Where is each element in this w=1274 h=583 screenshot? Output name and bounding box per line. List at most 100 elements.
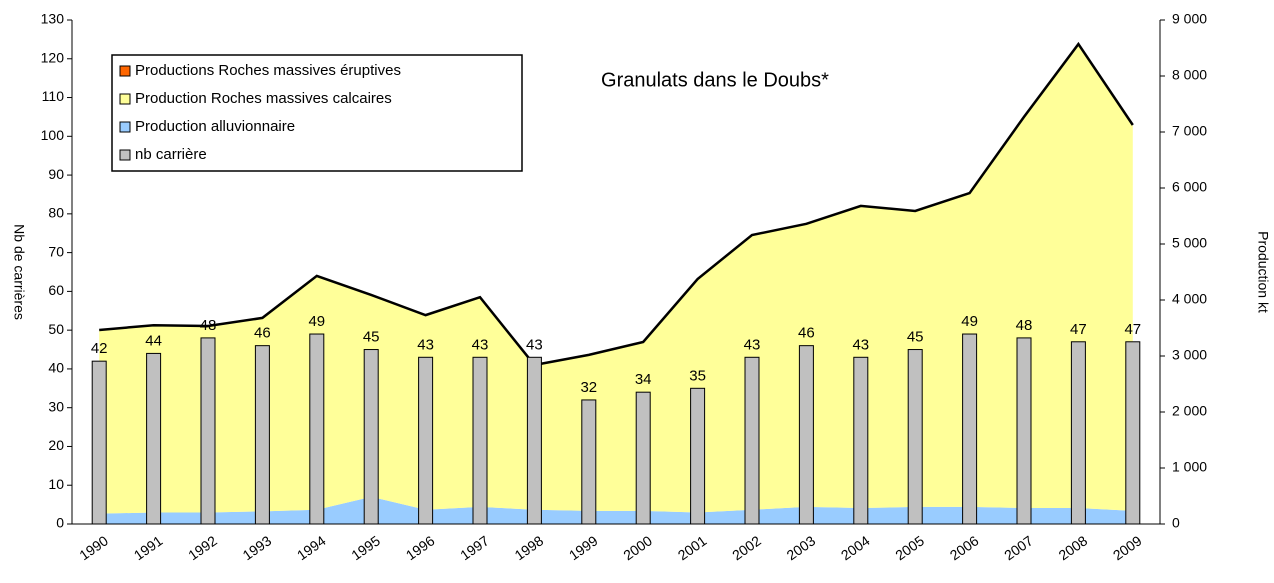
y2-tick-label: 7 000 [1172,123,1207,139]
bar [200,337,216,525]
bar [254,345,270,525]
legend-swatch [119,149,131,161]
legend-label: nb carrière [135,146,207,163]
x-tick-label: 2001 [675,532,710,563]
data-label: 43 [526,336,543,353]
x-tick-label: 1992 [185,532,220,563]
chart-title: Granulats dans le Doubs* [601,69,829,91]
x-tick-label: 2004 [838,532,873,563]
bar [690,387,706,525]
data-label: 34 [635,371,652,388]
y-tick-label: 40 [48,360,64,376]
bar [418,356,434,525]
y2-axis-label: Production kt [1255,231,1271,313]
data-label: 32 [580,379,597,396]
legend: Productions Roches massives éruptives Pro… [111,54,523,172]
y-tick-label: 50 [48,321,64,337]
x-tick-label: 2008 [1056,532,1091,563]
bar [1125,341,1141,525]
x-tick-label: 2006 [947,532,982,563]
x-tick-label: 2000 [620,532,655,563]
x-tick-label: 1996 [403,532,438,563]
y2-tick-label: 9 000 [1172,11,1207,27]
x-tick-label: 1998 [512,532,547,563]
x-tick-label: 2007 [1001,532,1036,563]
data-label: 44 [145,332,162,349]
y-tick-label: 30 [48,398,64,414]
x-tick-label: 2009 [1110,532,1145,563]
y2-tick-label: 2 000 [1172,403,1207,419]
legend-label: Production Roches massives calcaires [135,90,392,107]
bar [91,360,107,525]
x-tick-label: 1991 [131,532,166,563]
x-tick-label: 1995 [348,532,383,563]
data-label: 43 [472,336,489,353]
y-tick-label: 130 [41,11,65,27]
y-tick-label: 120 [41,49,65,65]
data-label: 47 [1070,321,1087,338]
data-label: 46 [798,325,815,342]
bar [526,356,542,525]
legend-swatch [119,65,131,77]
data-label: 48 [200,317,217,334]
data-label: 35 [689,367,706,384]
y2-tick-label: 5 000 [1172,235,1207,251]
bar [581,399,597,525]
bar [635,391,651,525]
y2-tick-label: 8 000 [1172,67,1207,83]
bar [1070,341,1086,525]
bar [309,333,325,525]
data-label: 45 [363,329,380,346]
data-label: 49 [308,313,325,330]
data-label: 43 [744,336,761,353]
y2-tick-label: 3 000 [1172,347,1207,363]
y-tick-label: 0 [56,515,64,531]
y-tick-label: 80 [48,205,64,221]
total-line [99,41,1134,367]
legend-label: Productions Roches massives éruptives [135,62,401,79]
x-tick-label: 2003 [784,532,819,563]
y2-tick-label: 6 000 [1172,179,1207,195]
bar [1016,337,1032,525]
data-label: 45 [907,329,924,346]
y-tick-label: 110 [42,88,65,104]
bar [146,352,162,525]
x-tick-label: 1990 [76,532,111,563]
data-label: 47 [1124,321,1141,338]
data-label: 49 [961,313,978,330]
legend-swatch [119,121,131,133]
data-label: 43 [852,336,869,353]
x-tick-label: 1997 [457,532,492,563]
y-tick-label: 10 [48,476,64,492]
x-tick-label: 1999 [566,532,601,563]
x-tick-label: 2005 [892,532,927,563]
x-tick-label: 1994 [294,532,329,563]
area [99,44,1133,514]
y-tick-label: 70 [48,243,64,259]
data-label: 48 [1016,317,1033,334]
data-label: 46 [254,325,271,342]
y2-tick-label: 1 000 [1172,459,1207,475]
y-tick-label: 60 [48,282,64,298]
data-label: 42 [91,340,108,357]
y2-tick-label: 0 [1172,515,1180,531]
legend-swatch [119,93,131,105]
area [99,496,1133,524]
bar [744,356,760,525]
y-axis-label: Nb de carrières [11,224,27,320]
bar [472,356,488,525]
bar [798,345,814,525]
x-tick-label: 2002 [729,532,764,563]
y-tick-label: 100 [41,127,65,143]
bar [907,349,923,525]
legend-box [111,54,523,172]
y-tick-label: 20 [48,437,64,453]
bar [962,333,978,525]
y-tick-label: 90 [48,166,64,182]
bar [363,349,379,525]
legend-label: Production alluvionnaire [135,118,295,135]
data-label: 43 [417,336,434,353]
bar [853,356,869,525]
y2-tick-label: 4 000 [1172,291,1207,307]
